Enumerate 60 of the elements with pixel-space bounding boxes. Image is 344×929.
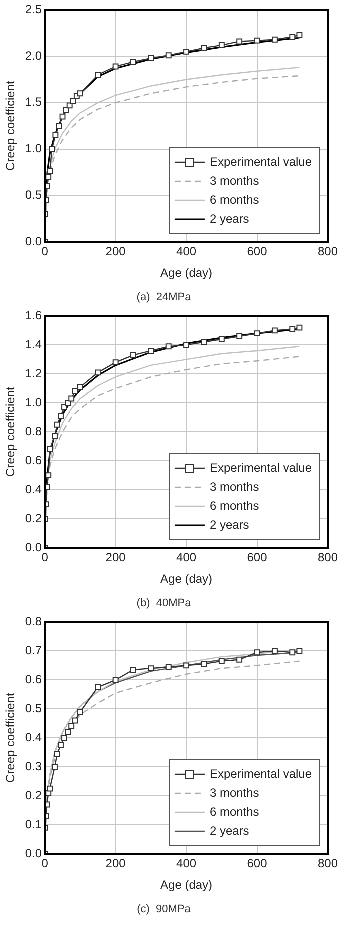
text: (a) 24MPa — [136, 291, 192, 304]
x-tick-label: 400 — [176, 550, 197, 565]
y-tick-label: 2.0 — [25, 48, 42, 63]
legend-label: 2 years — [210, 518, 250, 532]
y-tick-label: 0.8 — [25, 424, 42, 438]
y-tick-label: 0.2 — [25, 788, 42, 802]
legend-label: Experimental value — [210, 460, 312, 475]
y-tick-label: 1.0 — [25, 142, 42, 156]
legend-label: Experimental value — [210, 766, 312, 781]
y-axis-title: Creep coefficient — [4, 692, 18, 784]
x-tick-label: 600 — [247, 856, 268, 871]
y-tick-label: 0.0 — [25, 846, 42, 860]
x-tick-label: 0 — [42, 550, 49, 565]
x-axis-title: Age (day) — [160, 572, 213, 586]
x-tick-label: 400 — [176, 856, 197, 871]
x-axis-title: Age (day) — [160, 878, 213, 892]
y-tick-label: 1.0 — [25, 395, 42, 410]
y-tick-label: 0.6 — [25, 453, 42, 468]
y-axis-title: Creep coefficient — [4, 80, 18, 172]
x-tick-label: 200 — [106, 244, 126, 259]
y-tick-label: 0.1 — [25, 817, 42, 832]
y-tick-label: 0.4 — [25, 482, 42, 496]
y-tick-label: 0.8 — [25, 614, 42, 629]
text: (b) 40MPa — [136, 597, 192, 610]
x-tick-label: 400 — [176, 244, 197, 259]
y-tick-label: 1.2 — [25, 366, 42, 380]
legend-label: 2 years — [210, 824, 250, 838]
legend-label: 6 months — [210, 804, 260, 819]
text: (c) 90MPa — [137, 903, 192, 916]
legend-label: 6 months — [210, 498, 260, 513]
x-tick-label: 800 — [318, 856, 338, 871]
x-tick-label: 200 — [106, 550, 126, 565]
legend-label: 6 months — [210, 192, 260, 207]
x-tick-label: 800 — [318, 244, 338, 259]
y-tick-label: 0.0 — [25, 540, 42, 554]
legend-label: 3 months — [210, 480, 260, 494]
y-tick-label: 2.5 — [25, 2, 42, 17]
legend-label: 3 months — [210, 786, 260, 800]
y-tick-label: 0.4 — [25, 730, 42, 744]
y-tick-label: 0.3 — [25, 759, 42, 774]
x-tick-label: 600 — [247, 244, 268, 259]
y-axis-title: Creep coefficient — [4, 386, 18, 478]
y-tick-label: 1.5 — [25, 95, 42, 110]
x-tick-label: 600 — [247, 550, 268, 565]
y-tick-label: 0.5 — [25, 701, 42, 716]
x-tick-label: 800 — [318, 550, 338, 565]
x-tick-label: 0 — [42, 856, 49, 871]
y-tick-label: 0.0 — [25, 234, 42, 248]
y-tick-label: 0.6 — [25, 672, 42, 686]
y-tick-label: 1.6 — [25, 308, 42, 323]
x-axis-title: Age (day) — [160, 266, 213, 280]
y-tick-label: 0.2 — [25, 511, 42, 526]
legend-label: 2 years — [210, 212, 250, 226]
x-tick-label: 0 — [42, 244, 49, 259]
x-tick-label: 200 — [106, 856, 126, 871]
y-tick-label: 0.7 — [25, 643, 42, 658]
legend-label: Experimental value — [210, 154, 312, 169]
y-tick-label: 0.5 — [25, 188, 42, 202]
legend-label: 3 months — [210, 174, 260, 188]
y-tick-label: 1.4 — [25, 337, 42, 352]
